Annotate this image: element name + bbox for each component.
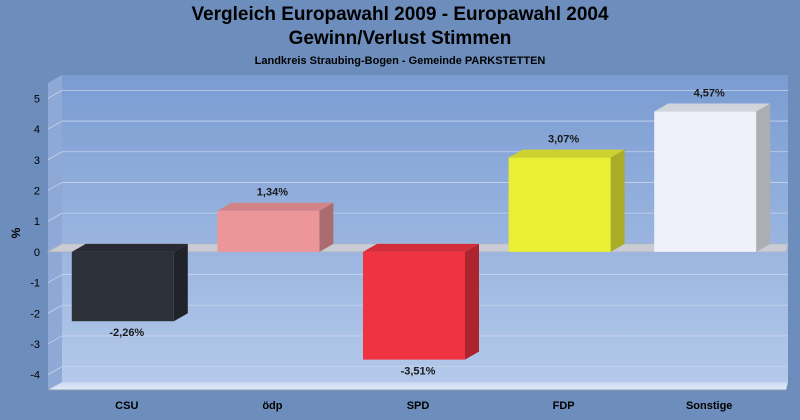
chart-title: Vergleich Europawahl 2009 - Europawahl 2… [191,4,609,25]
bar-front [217,210,320,252]
grid-line-side [47,182,63,191]
plot-floor [48,382,788,390]
bar-top [217,202,334,211]
bar-fdp [508,149,625,252]
bar-side [319,202,334,252]
bar-csu [71,243,188,322]
bar-ödp [217,202,334,252]
y-tick-label: 2 [34,185,40,197]
y-axis-label: % [9,227,23,238]
bar-front [71,251,174,322]
grid-line-side [47,120,63,130]
y-tick-label: 1 [34,216,40,228]
bar-top [508,149,625,158]
bar-top [654,103,771,112]
y-tick-label: 0 [34,247,40,259]
bar-top [363,243,479,252]
y-tick-label: 4 [34,124,40,136]
chart-subtitle: Landkreis Straubing-Bogen - Gemeinde PAR… [254,55,546,67]
x-tick-label: ödp [262,400,282,412]
bar-side [610,149,625,252]
bar-side [465,243,479,360]
data-label: 1,34% [257,187,288,199]
y-tick-label: -2 [30,308,40,320]
y-tick-label: 5 [34,93,40,105]
x-tick-label: CSU [115,400,138,412]
grid-line-side [47,274,63,283]
data-label: -3,51% [401,366,436,378]
bar-front [363,251,465,360]
grid-line-side [47,366,63,375]
bar-side [173,243,188,322]
bar-front [508,157,611,252]
y-tick-label: -1 [30,278,40,290]
y-tick-label: -4 [30,370,40,382]
bar-sonstige [654,103,771,252]
grid-line-side [47,304,63,314]
chart-title-line2: Gewinn/Verlust Stimmen [288,28,512,49]
x-tick-label: FDP [553,400,575,412]
grid-line-side [47,151,63,161]
x-tick-label: SPD [407,400,430,412]
bar-spd [363,243,479,360]
grid-line-side [47,90,63,99]
y-tick-label: -3 [30,339,40,351]
bar-top [71,243,188,252]
data-label: 3,07% [548,134,579,146]
grid-line-side [47,212,63,222]
data-label: -2,26% [109,327,144,339]
y-tick-label: 3 [34,155,40,167]
bar-front [654,111,757,252]
grid-line-side [47,335,63,345]
x-tick-label: Sonstige [686,400,732,412]
bar-side [756,103,771,252]
data-label: 4,57% [694,88,725,100]
